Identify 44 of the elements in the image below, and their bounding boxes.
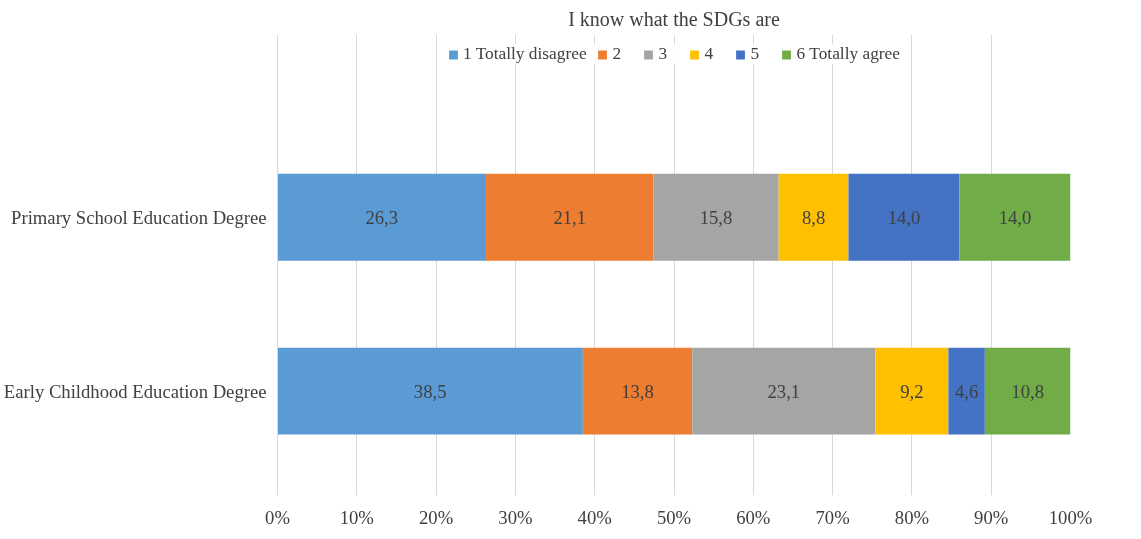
x-tick-label: 40% [577,506,612,528]
bar [778,173,849,261]
bar [653,173,779,261]
legend-label: 3 [658,44,669,64]
x-tick-label: 30% [498,506,533,528]
y-tick-label: Early Childhood Education Degree [3,380,267,402]
legend-label: 4 [704,44,715,64]
x-tick-label: 60% [736,506,771,528]
data-label: 21,1 [553,206,587,228]
y-tick-label: Primary School Education Degree [11,206,267,228]
data-label: 13,8 [621,380,654,402]
x-tick-label: 50% [656,506,692,528]
x-tick-label: 80% [894,506,929,528]
bar [486,173,654,261]
bar [848,173,960,261]
data-label: 10,8 [1011,380,1045,402]
x-tick-label: 10% [339,506,374,528]
x-tick-label: 0% [265,506,290,528]
data-label: 15,8 [699,206,733,228]
legend-label: 5 [750,44,761,64]
legend-label: 6 Totally agree [796,44,900,64]
data-label: 26,3 [365,206,399,228]
data-label: 38,5 [413,380,447,402]
bar [984,347,1071,435]
bar [582,347,693,435]
bar [692,347,876,435]
data-label: 8,8 [801,206,826,228]
bar [948,347,985,435]
x-tick-label: 90% [974,506,1009,528]
bar [277,173,487,261]
bar [277,347,583,435]
bar [959,173,1071,261]
chart-title: I know what the SDGs are [568,7,780,30]
data-label: 9,2 [900,380,924,402]
data-label: 14,0 [887,206,921,228]
data-label: 14,0 [998,206,1032,228]
x-tick-label: 20% [419,506,454,528]
legend-label: 1 Totally disagree [463,44,587,64]
bar [875,347,949,435]
x-tick-label: 70% [815,506,850,528]
data-label: 4,6 [954,380,979,402]
legend-label: 2 [612,44,623,64]
data-label: 23,1 [767,380,801,402]
x-tick-label: 100% [1048,506,1093,528]
